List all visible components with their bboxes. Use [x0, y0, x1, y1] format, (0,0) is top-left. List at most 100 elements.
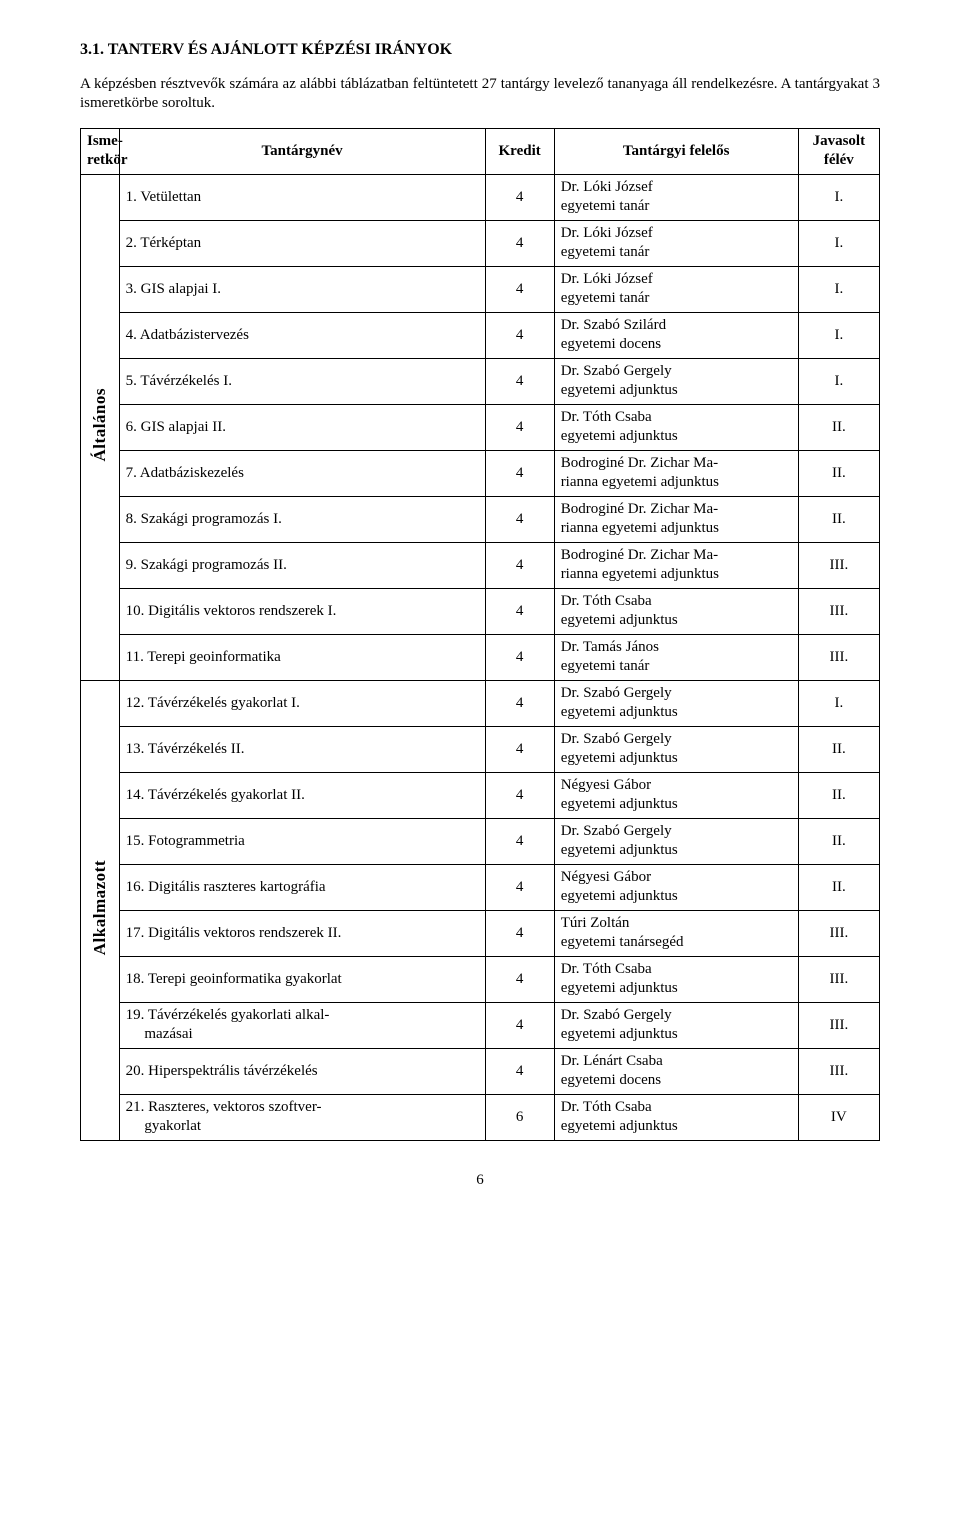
table-row: 4. Adatbázistervezés4Dr. Szabó Szilárdeg… — [81, 312, 880, 358]
semester: I. — [798, 174, 879, 220]
credit-value: 4 — [485, 450, 554, 496]
credit-value: 4 — [485, 266, 554, 312]
group-label: Alkalmazott — [89, 860, 111, 955]
semester: I. — [798, 358, 879, 404]
semester: IV — [798, 1094, 879, 1140]
semester: II. — [798, 772, 879, 818]
credit-value: 4 — [485, 312, 554, 358]
semester: II. — [798, 726, 879, 772]
table-row: 16. Digitális raszteres kartográfia4Négy… — [81, 864, 880, 910]
responsible-person: Dr. Lóki Józsefegyetemi tanár — [554, 220, 798, 266]
subject-name: 6. GIS alapjai II. — [119, 404, 485, 450]
subject-name: 12. Távérzékelés gyakorlat I. — [119, 680, 485, 726]
responsible-person: Dr. Szabó Gergelyegyetemi adjunktus — [554, 818, 798, 864]
table-row: 5. Távérzékelés I.4Dr. Szabó Gergelyegye… — [81, 358, 880, 404]
subject-name: 16. Digitális raszteres kartográfia — [119, 864, 485, 910]
header-felev: Javasolt félév — [798, 128, 879, 174]
semester: I. — [798, 266, 879, 312]
subject-name: 18. Terepi geoinformatika gyakorlat — [119, 956, 485, 1002]
semester: III. — [798, 1002, 879, 1048]
responsible-person: Dr. Tóth Csabaegyetemi adjunktus — [554, 588, 798, 634]
subject-name: 13. Távérzékelés II. — [119, 726, 485, 772]
subject-name: 2. Térképtan — [119, 220, 485, 266]
intro-paragraph: A képzésben résztvevők számára az alábbi… — [80, 75, 880, 114]
credit-value: 4 — [485, 220, 554, 266]
responsible-person: Dr. Tóth Csabaegyetemi adjunktus — [554, 404, 798, 450]
credit-value: 4 — [485, 910, 554, 956]
responsible-person: Dr. Lóki Józsefegyetemi tanár — [554, 174, 798, 220]
table-row: 9. Szakági programozás II.4Bodroginé Dr.… — [81, 542, 880, 588]
table-row: 8. Szakági programozás I.4Bodroginé Dr. … — [81, 496, 880, 542]
semester: I. — [798, 680, 879, 726]
credit-value: 4 — [485, 1048, 554, 1094]
credit-value: 6 — [485, 1094, 554, 1140]
subject-name: 11. Terepi geoinformatika — [119, 634, 485, 680]
table-row: 20. Hiperspektrális távérzékelés4Dr. Lén… — [81, 1048, 880, 1094]
table-row: 14. Távérzékelés gyakorlat II.4Négyesi G… — [81, 772, 880, 818]
responsible-person: Dr. Szabó Gergelyegyetemi adjunktus — [554, 1002, 798, 1048]
curriculum-table: Isme-retkör Tantárgynév Kredit Tantárgyi… — [80, 128, 880, 1141]
semester: III. — [798, 634, 879, 680]
credit-value: 4 — [485, 588, 554, 634]
table-row: 10. Digitális vektoros rendszerek I.4Dr.… — [81, 588, 880, 634]
subject-name: 7. Adatbáziskezelés — [119, 450, 485, 496]
subject-name: 15. Fotogrammetria — [119, 818, 485, 864]
responsible-person: Bodroginé Dr. Zichar Ma-rianna egyetemi … — [554, 450, 798, 496]
subject-name: 8. Szakági programozás I. — [119, 496, 485, 542]
table-row: 6. GIS alapjai II.4Dr. Tóth Csabaegyetem… — [81, 404, 880, 450]
subject-name: 5. Távérzékelés I. — [119, 358, 485, 404]
subject-name: 1. Vetülettan — [119, 174, 485, 220]
group-label: Általános — [89, 388, 111, 461]
group-label-cell: Alkalmazott — [81, 680, 120, 1140]
responsible-person: Dr. Szabó Gergelyegyetemi adjunktus — [554, 726, 798, 772]
credit-value: 4 — [485, 956, 554, 1002]
header-isme: Isme-retkör — [81, 128, 120, 174]
semester: II. — [798, 496, 879, 542]
credit-value: 4 — [485, 404, 554, 450]
responsible-person: Bodroginé Dr. Zichar Ma-rianna egyetemi … — [554, 542, 798, 588]
responsible-person: Dr. Szabó Szilárdegyetemi docens — [554, 312, 798, 358]
semester: III. — [798, 1048, 879, 1094]
table-row: 7. Adatbáziskezelés4Bodroginé Dr. Zichar… — [81, 450, 880, 496]
semester: II. — [798, 818, 879, 864]
credit-value: 4 — [485, 680, 554, 726]
semester: II. — [798, 864, 879, 910]
credit-value: 4 — [485, 1002, 554, 1048]
table-row: 2. Térképtan4Dr. Lóki Józsefegyetemi tan… — [81, 220, 880, 266]
semester: III. — [798, 956, 879, 1002]
subject-name: 21. Raszteres, vektoros szoftver- gyakor… — [119, 1094, 485, 1140]
responsible-person: Dr. Lóki Józsefegyetemi tanár — [554, 266, 798, 312]
subject-name: 14. Távérzékelés gyakorlat II. — [119, 772, 485, 818]
credit-value: 4 — [485, 496, 554, 542]
responsible-person: Túri Zoltánegyetemi tanársegéd — [554, 910, 798, 956]
credit-value: 4 — [485, 634, 554, 680]
subject-name: 19. Távérzékelés gyakorlati alkal- mazás… — [119, 1002, 485, 1048]
table-row: 15. Fotogrammetria4Dr. Szabó Gergelyegye… — [81, 818, 880, 864]
responsible-person: Dr. Szabó Gergelyegyetemi adjunktus — [554, 358, 798, 404]
credit-value: 4 — [485, 726, 554, 772]
header-kredit: Kredit — [485, 128, 554, 174]
responsible-person: Bodroginé Dr. Zichar Ma-rianna egyetemi … — [554, 496, 798, 542]
table-row: 17. Digitális vektoros rendszerek II.4Tú… — [81, 910, 880, 956]
credit-value: 4 — [485, 818, 554, 864]
subject-name: 20. Hiperspektrális távérzékelés — [119, 1048, 485, 1094]
header-felelos: Tantárgyi felelős — [554, 128, 798, 174]
credit-value: 4 — [485, 358, 554, 404]
semester: III. — [798, 910, 879, 956]
subject-name: 9. Szakági programozás II. — [119, 542, 485, 588]
responsible-person: Négyesi Gáboregyetemi adjunktus — [554, 864, 798, 910]
table-row: 18. Terepi geoinformatika gyakorlat4Dr. … — [81, 956, 880, 1002]
semester: III. — [798, 542, 879, 588]
table-row: Alkalmazott12. Távérzékelés gyakorlat I.… — [81, 680, 880, 726]
table-header-row: Isme-retkör Tantárgynév Kredit Tantárgyi… — [81, 128, 880, 174]
table-row: 13. Távérzékelés II.4Dr. Szabó Gergelyeg… — [81, 726, 880, 772]
responsible-person: Négyesi Gáboregyetemi adjunktus — [554, 772, 798, 818]
responsible-person: Dr. Lénárt Csabaegyetemi docens — [554, 1048, 798, 1094]
semester: I. — [798, 220, 879, 266]
table-row: Általános1. Vetülettan4Dr. Lóki Józsefeg… — [81, 174, 880, 220]
header-name: Tantárgynév — [119, 128, 485, 174]
subject-name: 4. Adatbázistervezés — [119, 312, 485, 358]
table-row: 19. Távérzékelés gyakorlati alkal- mazás… — [81, 1002, 880, 1048]
page-number: 6 — [80, 1171, 880, 1191]
credit-value: 4 — [485, 542, 554, 588]
